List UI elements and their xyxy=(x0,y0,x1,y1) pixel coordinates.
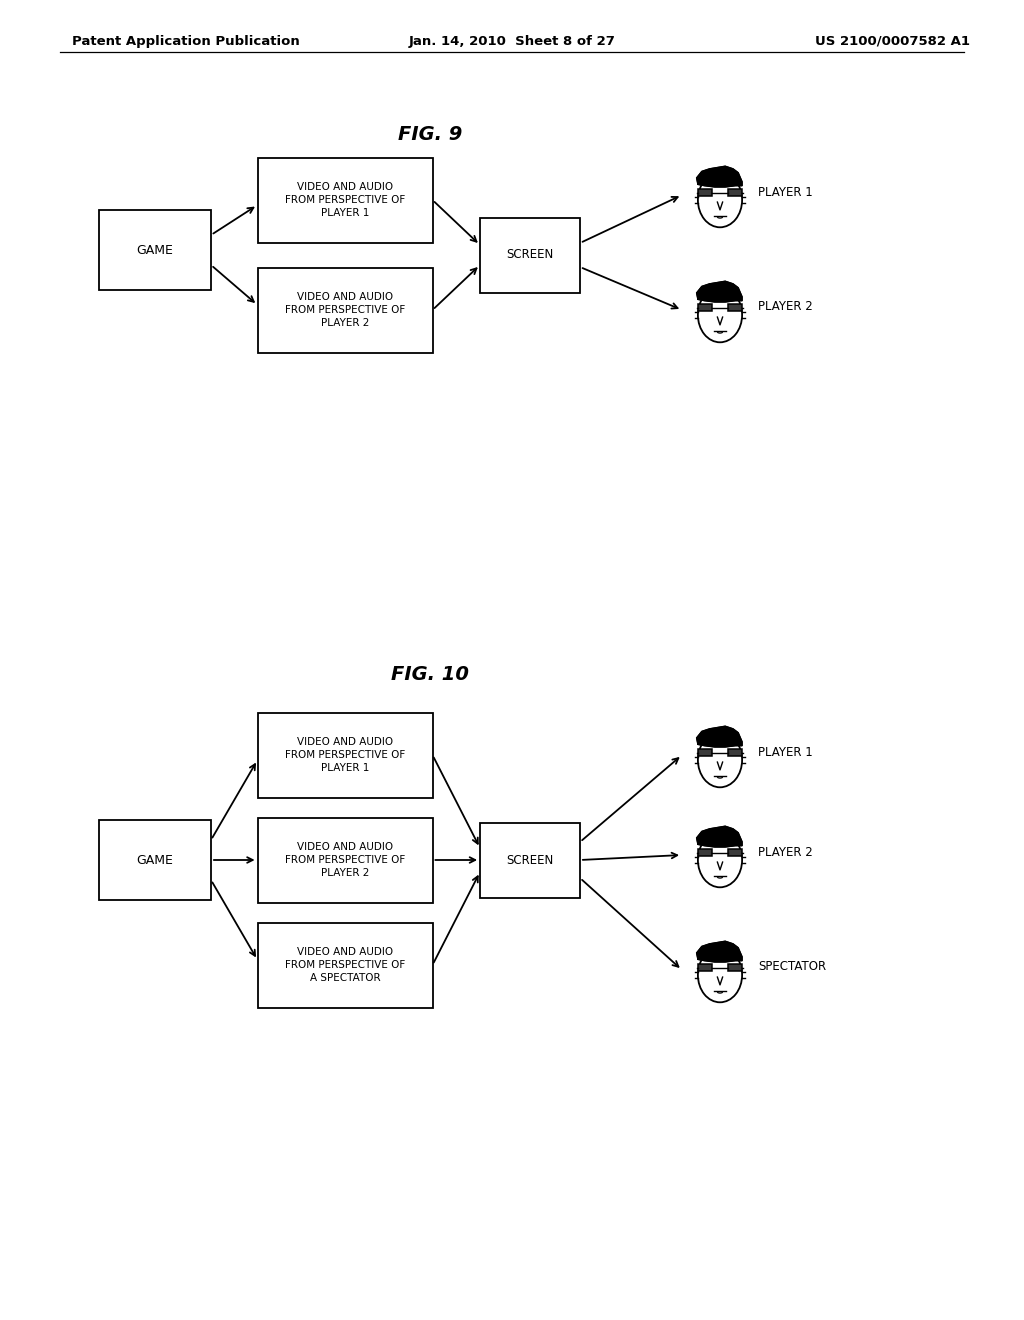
Text: PLAYER 2: PLAYER 2 xyxy=(758,301,813,314)
Text: SCREEN: SCREEN xyxy=(507,854,554,866)
Text: Patent Application Publication: Patent Application Publication xyxy=(72,36,300,48)
Ellipse shape xyxy=(698,948,742,1002)
Bar xyxy=(257,713,432,797)
Bar xyxy=(698,189,713,197)
Bar xyxy=(480,218,580,293)
Bar xyxy=(257,268,432,352)
Bar xyxy=(698,849,713,857)
Text: PLAYER 1: PLAYER 1 xyxy=(758,746,813,759)
Polygon shape xyxy=(696,166,742,187)
Bar xyxy=(728,189,742,197)
Bar xyxy=(728,849,742,857)
Text: VIDEO AND AUDIO
FROM PERSPECTIVE OF
PLAYER 2: VIDEO AND AUDIO FROM PERSPECTIVE OF PLAY… xyxy=(285,842,406,878)
Text: US 2100/0007582 A1: US 2100/0007582 A1 xyxy=(815,36,970,48)
Polygon shape xyxy=(696,941,742,962)
Bar xyxy=(698,964,713,972)
Ellipse shape xyxy=(698,288,742,342)
Bar xyxy=(480,822,580,898)
Text: PLAYER 2: PLAYER 2 xyxy=(758,846,813,858)
Polygon shape xyxy=(696,726,742,747)
Bar xyxy=(99,820,211,900)
Text: FIG. 9: FIG. 9 xyxy=(397,125,462,144)
Polygon shape xyxy=(696,826,742,847)
Bar xyxy=(257,817,432,903)
Text: FIG. 10: FIG. 10 xyxy=(391,665,469,685)
Text: VIDEO AND AUDIO
FROM PERSPECTIVE OF
PLAYER 2: VIDEO AND AUDIO FROM PERSPECTIVE OF PLAY… xyxy=(285,292,406,327)
Bar xyxy=(99,210,211,290)
Text: Jan. 14, 2010  Sheet 8 of 27: Jan. 14, 2010 Sheet 8 of 27 xyxy=(409,36,615,48)
Text: VIDEO AND AUDIO
FROM PERSPECTIVE OF
PLAYER 1: VIDEO AND AUDIO FROM PERSPECTIVE OF PLAY… xyxy=(285,737,406,772)
Text: SPECTATOR: SPECTATOR xyxy=(758,961,826,974)
Bar xyxy=(257,157,432,243)
Text: VIDEO AND AUDIO
FROM PERSPECTIVE OF
A SPECTATOR: VIDEO AND AUDIO FROM PERSPECTIVE OF A SP… xyxy=(285,948,406,983)
Polygon shape xyxy=(696,281,742,302)
Bar xyxy=(728,748,742,756)
Text: GAME: GAME xyxy=(136,854,173,866)
Bar xyxy=(698,304,713,312)
Ellipse shape xyxy=(698,833,742,887)
Bar xyxy=(728,964,742,972)
Ellipse shape xyxy=(698,733,742,787)
Text: PLAYER 1: PLAYER 1 xyxy=(758,186,813,198)
Text: SCREEN: SCREEN xyxy=(507,248,554,261)
Bar xyxy=(698,748,713,756)
Text: GAME: GAME xyxy=(136,243,173,256)
Ellipse shape xyxy=(698,173,742,227)
Text: VIDEO AND AUDIO
FROM PERSPECTIVE OF
PLAYER 1: VIDEO AND AUDIO FROM PERSPECTIVE OF PLAY… xyxy=(285,182,406,218)
Bar xyxy=(257,923,432,1007)
Bar xyxy=(728,304,742,312)
